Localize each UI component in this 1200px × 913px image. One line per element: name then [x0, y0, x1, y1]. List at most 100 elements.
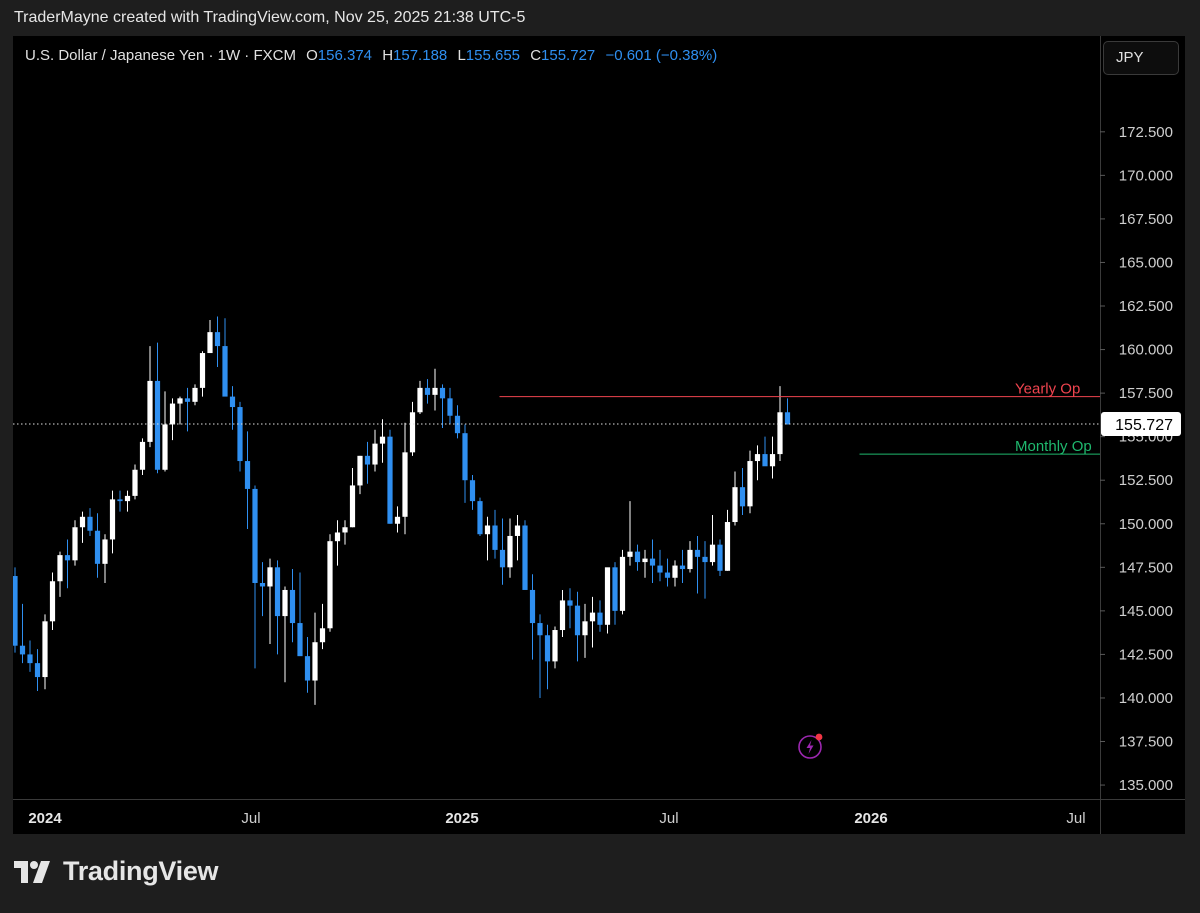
candle-body — [687, 549, 693, 570]
candle-body — [244, 461, 251, 489]
candle-body — [754, 454, 761, 462]
level-label: Monthly Op — [1015, 438, 1092, 455]
candle-body — [694, 549, 701, 557]
candle-body — [784, 412, 791, 425]
price-tick-label: 140.000 — [1119, 690, 1173, 707]
candle-body — [724, 522, 731, 571]
price-tick-label: 172.500 — [1119, 124, 1173, 141]
candle-body — [207, 332, 213, 354]
candle-body — [64, 555, 71, 561]
close-value: 155.727 — [541, 47, 596, 64]
candle-body — [507, 535, 513, 568]
candle-body — [552, 630, 558, 662]
candle-body — [679, 565, 686, 570]
candle-body — [627, 551, 633, 557]
candle-body — [252, 488, 258, 583]
price-tick-label: 135.000 — [1119, 777, 1173, 794]
candle-body — [102, 539, 108, 564]
time-tick-label: Jul — [1066, 810, 1085, 827]
candle-body — [769, 454, 776, 467]
candle-body — [417, 387, 423, 413]
candle-body — [222, 346, 228, 397]
price-tick-label: 162.500 — [1119, 298, 1173, 315]
candle-body — [139, 441, 146, 470]
price-tick-label: 150.000 — [1119, 516, 1173, 533]
candle-body — [409, 412, 416, 453]
candle-body — [192, 387, 198, 402]
close-key: C — [530, 47, 542, 64]
candle-body — [702, 556, 708, 563]
candle-body — [199, 353, 206, 388]
price-tick-label: 167.500 — [1119, 211, 1173, 228]
candle-body — [424, 387, 431, 395]
currency-button[interactable]: JPY — [1103, 41, 1179, 75]
change-value: −0.601 (−0.38%) — [605, 47, 718, 64]
tradingview-brand: TradingView — [14, 856, 219, 887]
price-chart[interactable]: Yearly Op Monthly Op 172.500 170.000 167.500… — [13, 36, 1185, 834]
candle-body — [214, 332, 221, 347]
price-tick-label: 160.000 — [1119, 342, 1173, 359]
price-tick-label: 157.500 — [1119, 385, 1173, 402]
current-price-tag — [1101, 411, 1181, 436]
candle-body — [229, 396, 236, 408]
candle-body — [717, 544, 723, 571]
candle-body — [87, 516, 93, 531]
candle-body — [124, 495, 131, 502]
symbol-title[interactable]: U.S. Dollar / Japanese Yen · 1W · FXCM — [25, 47, 296, 64]
open-value: 156.374 — [317, 47, 373, 64]
low-key: L — [457, 47, 466, 64]
candle-body — [522, 525, 528, 590]
candle-body — [492, 525, 498, 550]
candle-body — [589, 612, 596, 622]
tradingview-logo-icon — [14, 860, 50, 883]
candle-body — [79, 516, 86, 528]
candle-body — [537, 623, 543, 636]
time-tick-label: 2024 — [28, 810, 62, 827]
price-tick-label: 137.500 — [1119, 734, 1173, 751]
candle-body — [72, 527, 78, 561]
candle-body — [439, 387, 446, 399]
candle-body — [49, 581, 56, 622]
candle-body — [432, 387, 438, 395]
chart-pane[interactable]: Yearly Op Monthly Op 172.500 170.000 167.500… — [13, 36, 1185, 834]
candle-body — [634, 551, 641, 563]
candle-body — [612, 567, 618, 611]
candle-body — [582, 621, 588, 636]
candle-body — [387, 436, 393, 524]
candle-body — [469, 480, 476, 502]
open-key: O — [306, 47, 318, 64]
candle-body — [747, 461, 753, 507]
level-label: Yearly Op — [1015, 381, 1080, 398]
candle-body — [184, 398, 191, 402]
candle-body — [597, 612, 603, 625]
candle-body — [477, 501, 483, 535]
candle-body — [514, 525, 521, 536]
candle-body — [94, 530, 101, 564]
low-value: 155.655 — [465, 47, 521, 64]
candle-body — [567, 600, 573, 606]
candle-body — [177, 398, 183, 404]
candle-body — [462, 433, 468, 481]
candle-body — [304, 656, 311, 681]
candle-body — [619, 556, 626, 611]
tradingview-wordmark: TradingView — [63, 856, 219, 886]
candle-body — [372, 443, 378, 465]
candle-body — [237, 407, 243, 462]
price-tick-label: 147.500 — [1119, 559, 1173, 576]
candle-body — [34, 663, 41, 678]
candle-body — [147, 380, 153, 442]
price-tick-label: 165.000 — [1119, 254, 1173, 271]
candle-body — [132, 469, 138, 496]
candle-body — [642, 558, 648, 563]
candle-body — [259, 582, 266, 587]
candle-body — [42, 621, 48, 678]
candle-body — [342, 527, 348, 533]
high-value: 157.188 — [393, 47, 448, 64]
candle-body — [499, 549, 506, 568]
flash-icon[interactable] — [798, 732, 826, 760]
candle-body — [732, 487, 738, 523]
candle-body — [289, 589, 296, 624]
candle-body — [13, 576, 18, 646]
candle-body — [117, 499, 123, 502]
candle-body — [154, 380, 161, 470]
